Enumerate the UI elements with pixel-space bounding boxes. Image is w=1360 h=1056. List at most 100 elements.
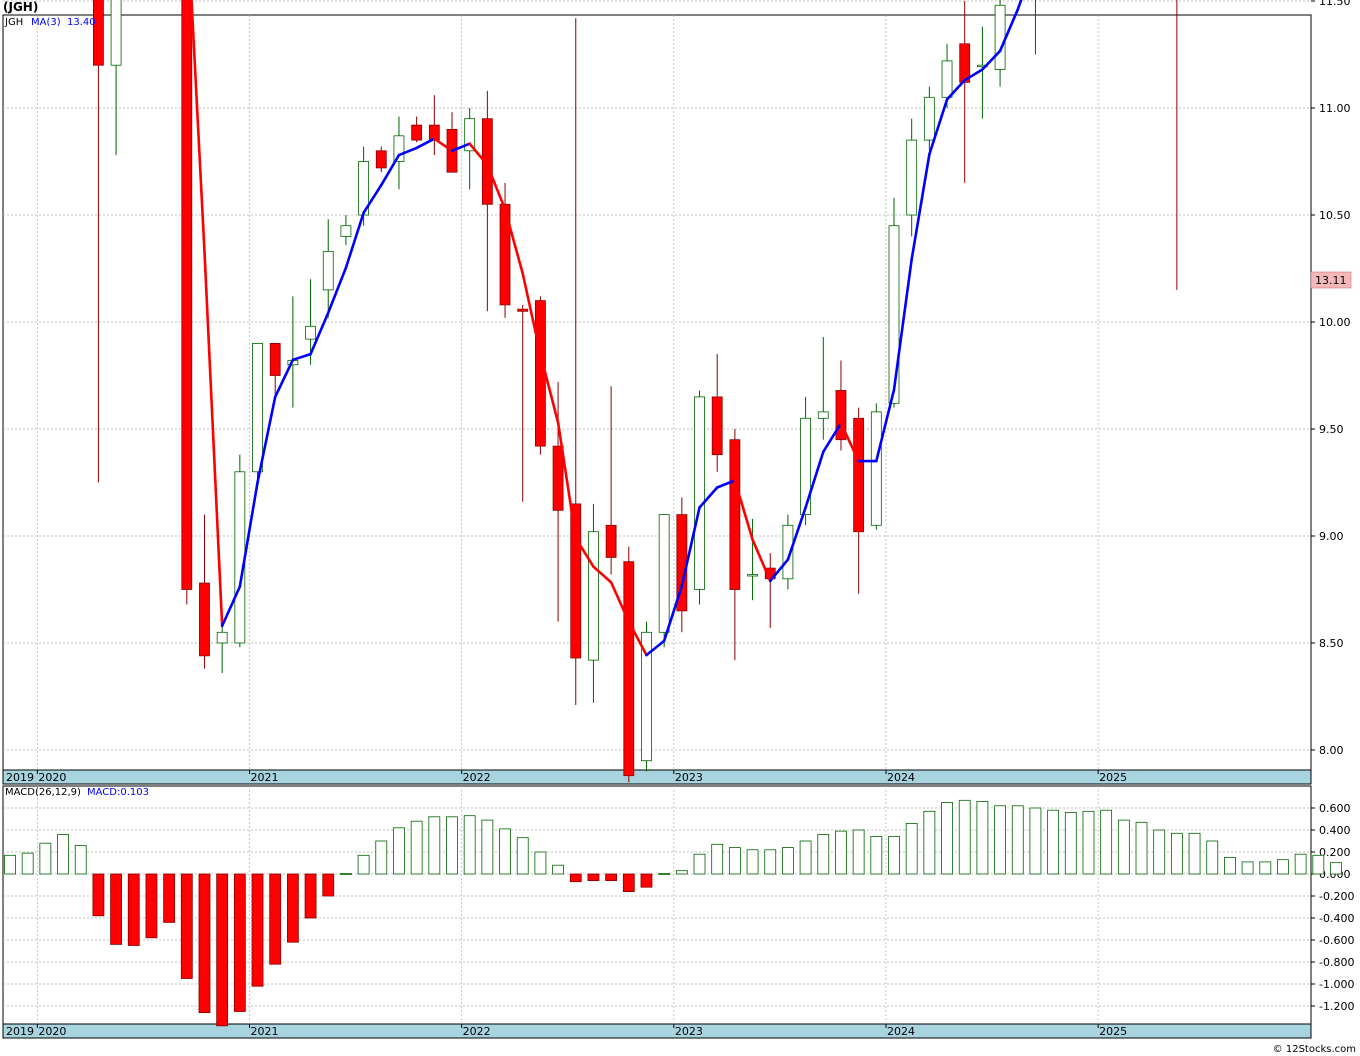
macd-bar [622,873,635,893]
last-price-tag-bg [1310,271,1352,289]
macd-bar [782,847,794,875]
macd-bar [711,843,724,875]
ma-line-segment [503,207,525,275]
ma-line-segment [273,358,295,399]
candle-body [605,524,617,558]
macd-bar [976,801,989,875]
macd-bar [499,828,511,875]
candle-body [870,411,882,526]
x-year-label: 2021 [251,1025,279,1038]
macd-bar [516,837,529,875]
x-year-label: 2023 [675,1025,703,1038]
candle-body [110,0,122,66]
macd-bar [304,873,317,919]
y-tick-label: 9.00 [1319,530,1344,543]
macd-bar [1117,819,1130,875]
macd-bar [764,849,777,875]
y-tick-label: 8.00 [1319,744,1344,757]
ma-line-segment [751,538,772,583]
candle-body [375,150,387,169]
macd-bar [110,873,122,945]
ma-line-segment [645,639,666,657]
ma-line-segment [256,395,277,484]
price-legend-symbol: JGH [4,17,23,28]
ma-line-segment [379,153,401,187]
price-panel: 8.008.509.009.5010.0010.5011.0011.5012.0… [2,0,1351,785]
candle-body [216,631,228,644]
macd-bar [1064,812,1077,875]
macd-bar [1011,805,1024,875]
macd-bar [216,873,229,1027]
macd-bar [817,834,830,875]
x-year-label: 2019 [6,1025,34,1038]
candle-body [517,308,529,312]
ma-line-segment [238,481,259,588]
ma-line-segment [839,421,860,463]
macd-bar [393,827,405,875]
ma-line-segment [715,479,737,489]
ma-line-segment [698,486,719,509]
ma-line-segment [574,536,595,568]
candle-body [694,396,705,590]
macd-bar [463,815,476,875]
y-tick-label: 11.50 [1319,0,1351,8]
macd-bar [799,840,812,875]
candle-body [994,4,1006,70]
candle-body [234,471,246,644]
macd-bar [1330,862,1342,875]
candle-body [552,445,564,511]
macd-bar [180,873,193,979]
candle-body [93,0,104,66]
macd-bar [1029,807,1042,875]
macd-bar [605,873,618,881]
ma-line-segment [397,146,418,157]
candle-body [817,411,829,419]
macd-bar [57,834,69,875]
ma-line-segment [415,137,436,150]
macd-bar [640,873,653,888]
price-legend-ma: MA(3) [31,17,61,28]
x-year-label: 2020 [38,1025,66,1038]
ma-line-segment [190,0,206,253]
ma-line-segment [963,68,984,82]
ma-line-segment [662,584,684,643]
y-tick-label: 11.00 [1319,102,1351,115]
y-tick-label: 8.50 [1319,637,1344,650]
candle-body [906,139,918,216]
x-year-label: 2024 [887,771,915,784]
macd-bar [340,873,352,875]
x-year-label: 2024 [887,1025,915,1038]
macd-bar [852,829,865,875]
candle-body [305,325,316,340]
ma-line-segment [1016,0,1023,11]
candle-body [800,417,811,515]
macd-bar [994,805,1006,875]
candle-body [782,524,794,580]
candle-body [393,135,405,162]
macd-bar [1188,832,1201,875]
ma-line-segment [468,142,489,167]
ma-line-segment [786,506,807,561]
macd-bar [693,853,706,875]
candle-body [252,342,263,473]
macd-bar [39,842,52,875]
ma-line-segment [928,98,949,156]
candle-body [464,118,476,152]
macd-bar [269,873,282,965]
macd-bar [1241,861,1254,875]
y-tick-label: 0.600 [1319,802,1351,815]
macd-bar [552,864,564,875]
macd-bar [870,836,883,875]
x-year-label: 2021 [251,771,279,784]
candle-body [941,60,953,98]
candle-body [923,96,935,141]
macd-bar [658,873,671,875]
macd-bar [958,799,971,875]
macd-bar [923,810,936,875]
y-tick-label: 9.50 [1319,423,1344,436]
y-tick-label: -1.000 [1319,978,1354,991]
ma-line-segment [892,257,913,392]
ma-line-segment [556,421,578,540]
macd-bar [145,873,158,939]
